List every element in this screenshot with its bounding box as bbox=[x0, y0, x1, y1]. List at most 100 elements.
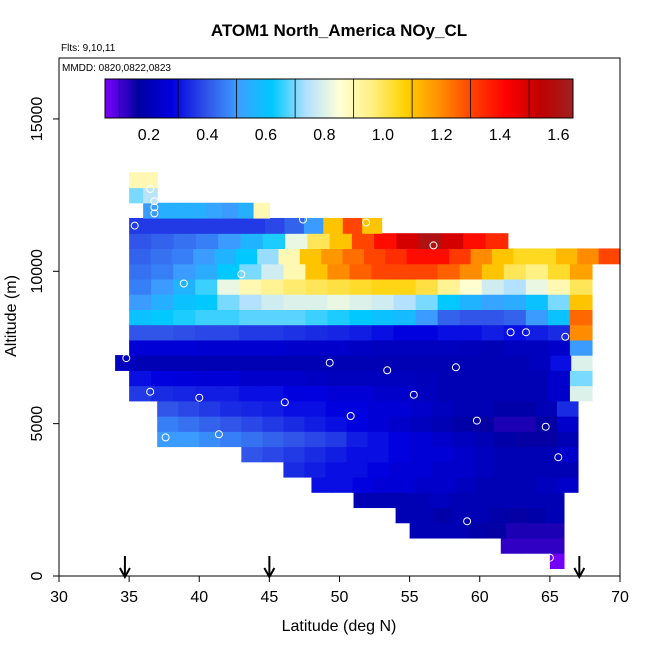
heatmap-cell bbox=[415, 278, 439, 295]
heatmap-cell bbox=[555, 248, 578, 265]
heatmap-cell bbox=[327, 278, 351, 295]
heatmap-cell bbox=[283, 309, 307, 326]
heatmap-cell bbox=[129, 339, 152, 356]
heatmap-cell bbox=[409, 461, 432, 478]
heatmap-cell bbox=[226, 217, 247, 234]
heatmap-cell bbox=[363, 248, 386, 265]
y-axis-label: Altitude (m) bbox=[3, 275, 20, 357]
heatmap-cell bbox=[245, 217, 266, 234]
flight-point bbox=[554, 453, 563, 462]
heatmap-cell bbox=[342, 217, 363, 234]
heatmap-cell bbox=[241, 431, 263, 448]
flight-point bbox=[545, 553, 554, 562]
heatmap-cell bbox=[262, 233, 286, 250]
flight-point bbox=[150, 203, 159, 212]
heatmap-cell bbox=[506, 522, 526, 539]
heatmap-cell bbox=[158, 202, 176, 219]
heatmap-cell bbox=[449, 492, 469, 509]
heatmap-cell bbox=[262, 416, 284, 432]
heatmap-cell bbox=[261, 385, 284, 402]
colorbar-tick-label: 0.8 bbox=[313, 127, 335, 144]
heatmap-cell bbox=[217, 309, 240, 326]
heatmap-cell bbox=[115, 355, 137, 371]
latitude-arrow bbox=[573, 556, 586, 580]
heatmap-cell bbox=[503, 278, 527, 295]
heatmap-cell bbox=[157, 400, 179, 417]
heatmap-cell bbox=[325, 416, 348, 432]
heatmap-cell bbox=[437, 263, 461, 280]
heatmap-cell bbox=[220, 431, 242, 448]
flight-point bbox=[429, 241, 438, 250]
heatmap-cell bbox=[470, 507, 490, 524]
heatmap-cell bbox=[283, 370, 307, 387]
heatmap-cell bbox=[459, 324, 483, 341]
heatmap-cell bbox=[367, 416, 390, 432]
heatmap-cell bbox=[220, 400, 242, 417]
heatmap-cell bbox=[437, 324, 461, 341]
heatmap-cell bbox=[571, 355, 593, 371]
heatmap-cell bbox=[556, 461, 579, 478]
heatmap-cell bbox=[503, 263, 527, 280]
heatmap-cell bbox=[525, 385, 549, 402]
heatmap-cell bbox=[305, 309, 329, 326]
heatmap-cell bbox=[409, 431, 432, 448]
heatmap-cell bbox=[151, 370, 174, 387]
heatmap-cell bbox=[129, 217, 150, 234]
heatmap-cell bbox=[535, 431, 558, 448]
heatmap-cell bbox=[195, 324, 218, 341]
heatmap-cell bbox=[195, 233, 219, 250]
heatmap-cell bbox=[217, 263, 240, 280]
latitude-arrows bbox=[119, 556, 586, 580]
heatmap-cell bbox=[173, 385, 196, 402]
heatmap-cell bbox=[545, 507, 565, 524]
heatmap-cell bbox=[178, 431, 200, 448]
heatmap-cell bbox=[529, 355, 552, 371]
heatmap-cell bbox=[349, 370, 373, 387]
heatmap-cell bbox=[195, 294, 218, 310]
heatmap-cell bbox=[327, 324, 351, 341]
heatmap-cell bbox=[323, 217, 344, 234]
heatmap-cell bbox=[262, 446, 284, 463]
flight-point bbox=[280, 398, 289, 407]
flight-point bbox=[463, 517, 472, 526]
heatmap-cell bbox=[500, 537, 523, 554]
heatmap-cell bbox=[521, 537, 544, 554]
colorbar-tick-label: 1.6 bbox=[547, 127, 569, 144]
colorbar-tick-label: 0.2 bbox=[138, 127, 160, 144]
heatmap-cell bbox=[514, 416, 537, 432]
heatmap-cell bbox=[265, 217, 286, 234]
heatmap-cell bbox=[283, 294, 307, 310]
heatmap-cell bbox=[468, 492, 488, 509]
flight-point bbox=[179, 279, 188, 288]
heatmap-cell bbox=[495, 476, 518, 493]
heatmap-cell bbox=[283, 339, 307, 356]
heatmap-cell bbox=[472, 416, 495, 432]
heatmap-cell bbox=[217, 370, 240, 387]
heatmap-cell bbox=[437, 294, 461, 310]
heatmap-cell bbox=[239, 294, 262, 310]
heatmap-cell bbox=[413, 476, 436, 493]
heatmap-cell bbox=[217, 278, 240, 295]
heatmap-cell bbox=[353, 492, 374, 509]
heatmap-cell bbox=[449, 248, 472, 265]
heatmap-cell bbox=[283, 324, 307, 341]
heatmap-cell bbox=[305, 294, 329, 310]
heatmap-cell bbox=[129, 172, 144, 189]
flight-point bbox=[214, 430, 223, 439]
heatmap-cell bbox=[303, 217, 324, 234]
heatmap-cell bbox=[372, 492, 393, 509]
flight-point bbox=[150, 209, 159, 218]
heatmap-cell bbox=[283, 416, 306, 432]
flight-point bbox=[161, 433, 170, 442]
heatmap-cell bbox=[569, 339, 593, 356]
latitude-arrow bbox=[263, 556, 276, 580]
heatmap-cell bbox=[143, 187, 158, 204]
heatmap-cell bbox=[535, 461, 558, 478]
heatmap-cell bbox=[143, 172, 158, 189]
heatmap-cell bbox=[426, 355, 448, 371]
heatmap-cell bbox=[388, 446, 411, 463]
heatmap-cell bbox=[129, 248, 152, 265]
colorbar-tick-label: 1.4 bbox=[489, 127, 511, 144]
heatmap-cell bbox=[493, 416, 516, 432]
heatmap-cell bbox=[284, 217, 305, 234]
